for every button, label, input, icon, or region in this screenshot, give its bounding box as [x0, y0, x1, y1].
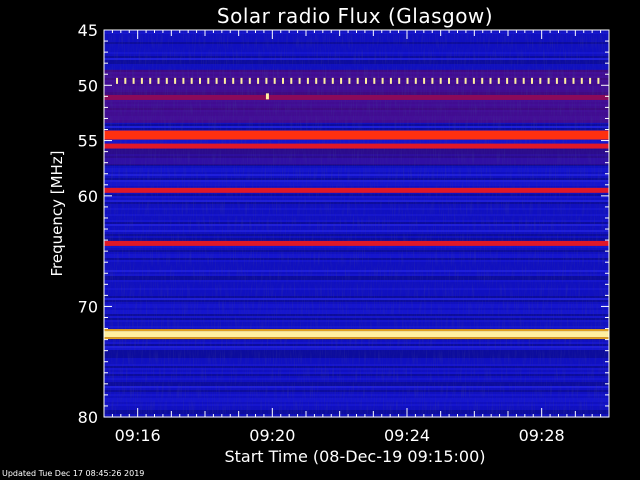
- x-tick-label: 09:16: [115, 426, 161, 445]
- band-dot: [514, 77, 517, 84]
- y-tick-label: 55: [78, 132, 98, 151]
- band-dot: [580, 77, 583, 84]
- band-dot: [555, 77, 558, 84]
- burst-mark: [265, 93, 269, 100]
- band-dot: [132, 77, 135, 84]
- x-tick-label: 09:28: [519, 426, 565, 445]
- x-axis: 09:16 09:20 09:24 09:28: [103, 30, 610, 445]
- band-dot: [273, 77, 276, 84]
- band-dot: [323, 77, 326, 84]
- band-dot: [331, 77, 334, 84]
- band-dot: [232, 77, 235, 84]
- band-dot: [298, 77, 301, 84]
- band-line: [104, 331, 609, 338]
- y-tick-label: 50: [78, 76, 98, 95]
- band-dot: [481, 77, 484, 84]
- band-dot: [248, 77, 251, 84]
- band-line: [104, 94, 609, 100]
- band-dot: [406, 77, 409, 84]
- band-dot: [589, 77, 592, 84]
- band-dot: [531, 77, 533, 84]
- band-line: [104, 187, 609, 193]
- band-dot: [240, 77, 243, 84]
- plot-area: [104, 30, 609, 418]
- emission-bands: [104, 77, 609, 340]
- updated-timestamp: Updated Tue Dec 17 08:45:26 2019: [2, 469, 145, 478]
- x-tick-label: 09:20: [249, 426, 295, 445]
- band-dot: [414, 77, 417, 84]
- band-dot: [597, 77, 600, 84]
- band-dot: [282, 77, 284, 84]
- band-dot: [365, 77, 367, 84]
- band-dot: [522, 77, 525, 84]
- band-line: [104, 130, 609, 140]
- band-dot: [348, 77, 351, 84]
- band-line: [104, 240, 609, 246]
- band-dot: [389, 77, 392, 84]
- band-dot: [140, 77, 143, 84]
- band-dot: [340, 77, 343, 84]
- y-tick-label: 60: [78, 187, 98, 206]
- band-dot: [448, 77, 450, 84]
- band-dot: [190, 77, 193, 84]
- y-tick-label: 80: [78, 408, 98, 427]
- band-dot: [165, 77, 168, 84]
- band-glow: [104, 329, 609, 332]
- band-dot: [116, 77, 118, 84]
- band-dot: [423, 77, 426, 84]
- band-dot: [456, 77, 459, 84]
- x-tick-label: 09:24: [384, 426, 430, 445]
- y-tick-label: 70: [78, 297, 98, 316]
- band-dot: [290, 77, 293, 84]
- band-dot: [157, 77, 160, 84]
- band-dot: [149, 77, 152, 84]
- y-tick-label: 45: [78, 21, 98, 40]
- band-dot: [489, 77, 492, 84]
- chart-title: Solar radio Flux (Glasgow): [216, 4, 494, 28]
- band-dot: [315, 77, 318, 84]
- band-dot: [265, 77, 268, 84]
- band-dot: [223, 77, 226, 84]
- band-dot: [439, 77, 442, 84]
- band-dot: [497, 77, 500, 84]
- band-dot: [398, 77, 401, 84]
- band-dot: [431, 77, 434, 84]
- band-dot: [572, 77, 575, 84]
- band-dot: [547, 77, 550, 84]
- band-dot: [506, 77, 509, 84]
- band-dot: [464, 77, 467, 84]
- x-axis-label: Start Time (08-Dec-19 09:15:00): [224, 447, 485, 466]
- band-dot: [564, 77, 567, 84]
- band-line: [104, 143, 609, 149]
- band-dot: [381, 77, 384, 84]
- y-axis: 45 50 55 60 70 80: [78, 21, 609, 427]
- band-dot: [373, 77, 376, 84]
- spectrum-noise: [104, 30, 609, 417]
- band-glow: [104, 337, 609, 340]
- band-dot: [182, 77, 185, 84]
- band-dot: [124, 77, 127, 84]
- band-dot: [306, 77, 309, 84]
- band-dot: [215, 77, 218, 84]
- band-dot: [539, 77, 542, 84]
- band-dot: [257, 77, 260, 84]
- band-dot: [356, 77, 359, 84]
- band-dot: [207, 77, 210, 84]
- band-dot: [472, 77, 475, 84]
- y-axis-label: Frequency [MHz]: [48, 150, 66, 276]
- band-dot: [174, 77, 177, 84]
- band-dot: [199, 77, 201, 84]
